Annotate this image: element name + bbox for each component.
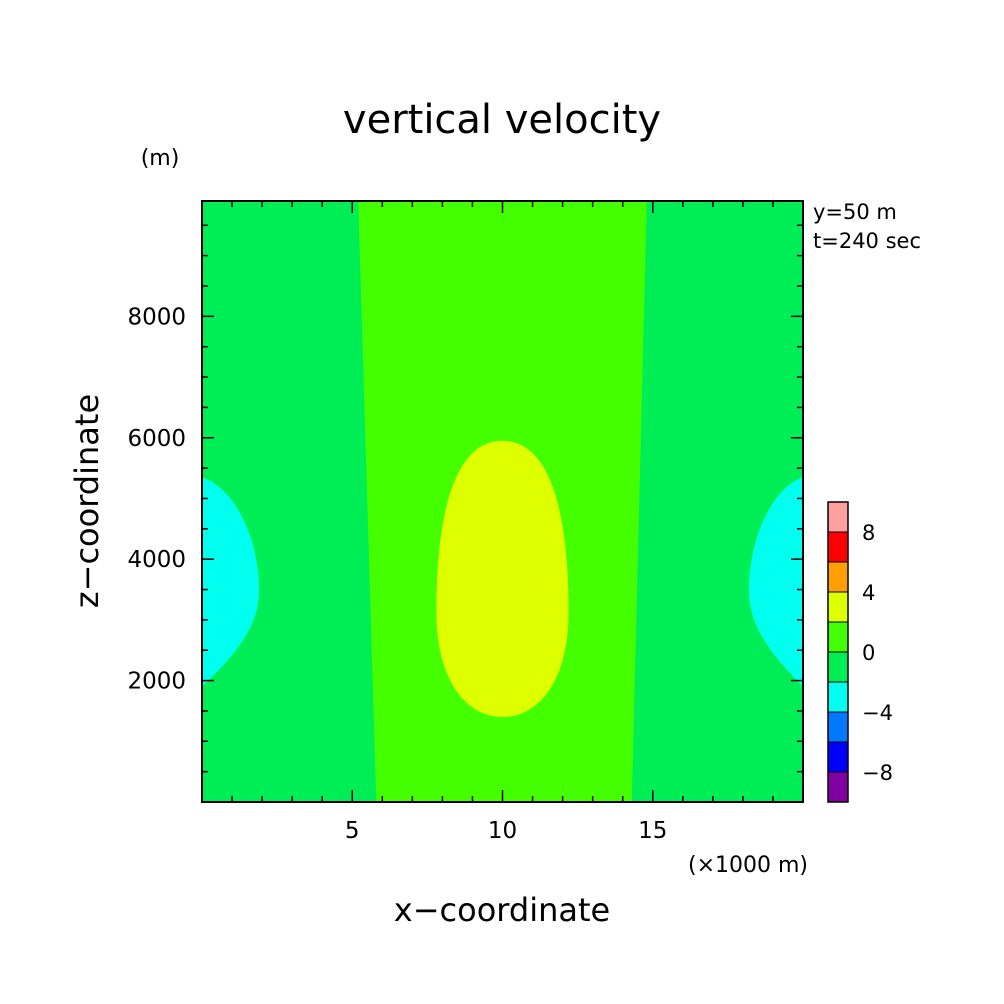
plot-frame	[201, 200, 804, 803]
colorbar-label: −8	[862, 761, 893, 785]
x-unit-label: (×1000 m)	[688, 853, 808, 878]
x-axis-label: x−coordinate	[394, 891, 610, 929]
x-tick-label: 5	[345, 818, 360, 844]
colorbar-label: −4	[862, 701, 893, 725]
y-tick-label: 2000	[127, 669, 186, 695]
x-tick-label: 10	[488, 818, 517, 844]
info-line-t: t=240 sec	[813, 229, 921, 253]
y-axis-label: z−coordinate	[68, 394, 106, 608]
colorbar-label: 0	[862, 641, 875, 665]
colorbar-label: 4	[862, 581, 875, 605]
colorbar-swatch	[827, 591, 849, 623]
colorbar-swatch	[827, 621, 849, 653]
colorbar-swatch	[827, 681, 849, 713]
downdraft-left	[202, 477, 260, 687]
colorbar-swatch	[827, 741, 849, 773]
plot-area	[202, 201, 803, 802]
colorbar-swatch	[827, 561, 849, 593]
colorbar-label: 8	[862, 521, 875, 545]
updraft-core	[436, 440, 569, 718]
colorbar-swatch	[827, 711, 849, 743]
colorbar-swatch	[827, 651, 849, 683]
y-tick-label: 4000	[127, 547, 186, 573]
downdraft-right	[748, 477, 803, 687]
colorbar-swatch	[827, 501, 849, 533]
info-line-y: y=50 m	[813, 200, 897, 224]
y-tick-label: 8000	[127, 304, 186, 330]
y-tick-label: 6000	[127, 426, 186, 452]
colorbar-swatch	[827, 531, 849, 563]
colorbar-swatch	[827, 771, 849, 803]
y-unit-label: (m)	[141, 146, 180, 171]
x-tick-labels: 5 10 15	[345, 818, 667, 844]
y-tick-labels: 2000 4000 6000 8000	[127, 304, 186, 694]
colorbar: −8 −4 0 4 8	[827, 501, 893, 803]
colorbar-frame	[827, 501, 849, 803]
chart-title: vertical velocity	[343, 97, 661, 143]
x-tick-label: 15	[638, 818, 667, 844]
